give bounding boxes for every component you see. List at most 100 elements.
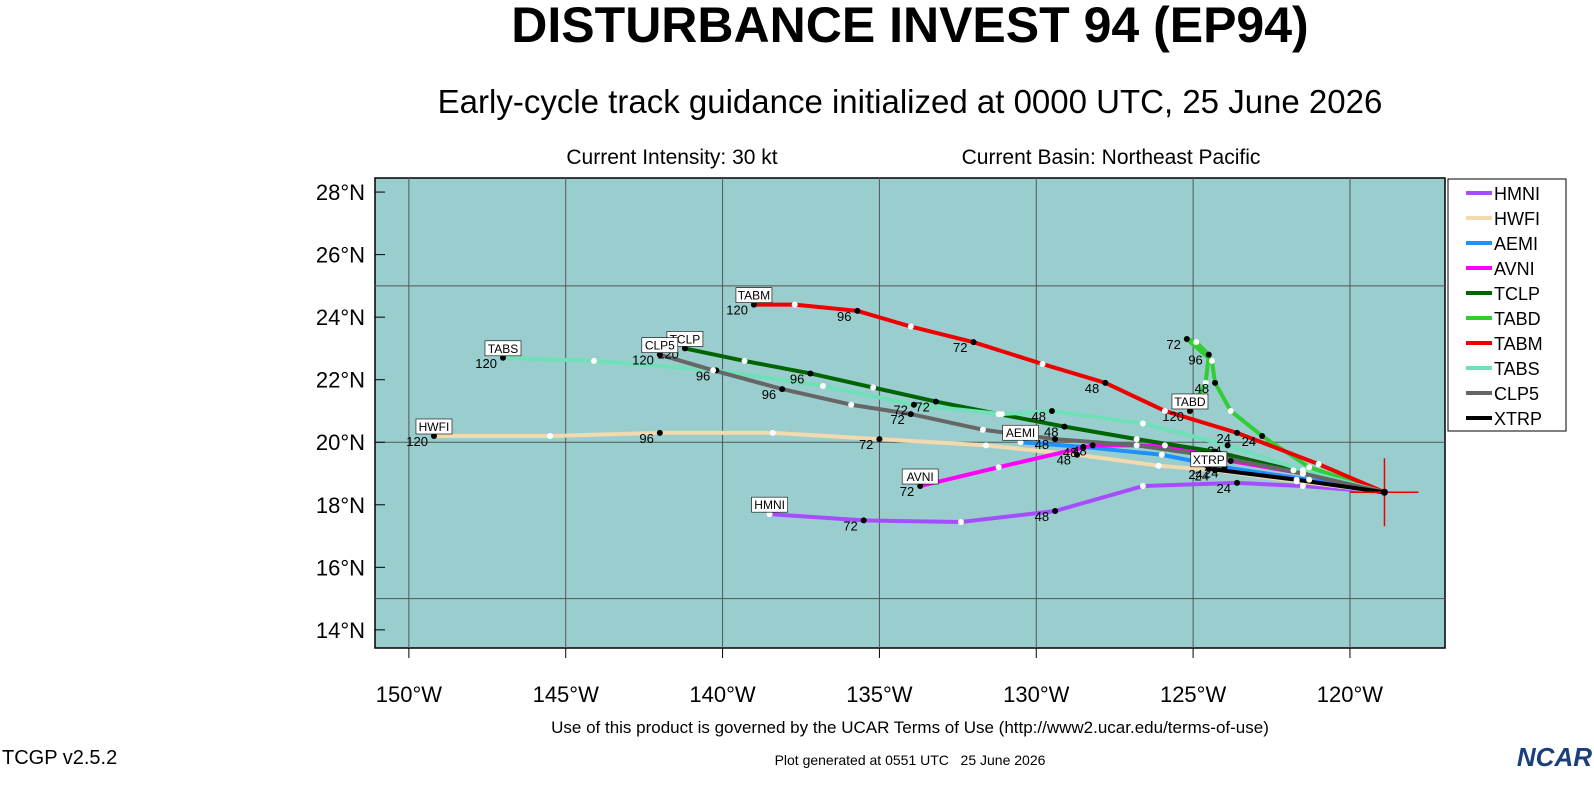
track-point (848, 401, 855, 408)
model-label-box (751, 496, 788, 513)
hour-label: 96 (837, 309, 851, 324)
track-point (1259, 432, 1266, 439)
chart-title: DISTURBANCE INVEST 94 (EP94) (511, 0, 1308, 53)
track-point (1186, 407, 1193, 414)
track-point (681, 345, 688, 352)
track-point (1074, 451, 1081, 458)
x-tick-label: 140°W (689, 682, 756, 707)
track-point (1227, 407, 1234, 414)
track-point (1052, 436, 1059, 443)
track-point (1212, 379, 1219, 386)
y-tick-label: 20°N (316, 430, 365, 455)
hour-label: 48 (1195, 381, 1209, 396)
track-point (499, 354, 506, 361)
track-point (1183, 336, 1190, 343)
track-point (1133, 442, 1140, 449)
track-point (590, 357, 597, 364)
track-point (1193, 339, 1200, 346)
model-label-box (641, 337, 679, 353)
hour-label: 24 (1188, 467, 1202, 482)
model-label: AEMI (1006, 426, 1035, 440)
track-point (1293, 476, 1300, 483)
hour-label: 72 (859, 437, 873, 452)
track-point (854, 307, 861, 314)
model-label-box (735, 287, 773, 303)
hour-label: 48 (1085, 381, 1099, 396)
y-tick-label: 14°N (316, 618, 365, 643)
track-point (807, 370, 814, 377)
track-point (1139, 483, 1146, 490)
hour-label: 120 (1162, 409, 1184, 424)
track-point (741, 357, 748, 364)
info-basin: Current Basin: Northeast Pacific (962, 146, 1261, 169)
legend-label: TABS (1494, 359, 1540, 379)
track-point (656, 351, 663, 358)
y-tick-label: 24°N (316, 305, 365, 330)
hour-label: 96 (790, 371, 804, 386)
track-point (1161, 407, 1168, 414)
track-point (870, 384, 877, 391)
hour-label: 48 (1035, 437, 1049, 452)
hour-label: 24 (1217, 481, 1231, 496)
track-point (656, 429, 663, 436)
track-point (779, 386, 786, 393)
model-label-box (1190, 451, 1228, 468)
hour-label: 120 (406, 434, 428, 449)
track-point (876, 436, 883, 443)
track-point (1158, 451, 1165, 458)
hour-label: 72 (1166, 337, 1180, 352)
track-point (1205, 351, 1212, 358)
legend-label: TABD (1494, 309, 1541, 329)
track-point (791, 301, 798, 308)
legend-label: AVNI (1494, 259, 1535, 279)
model-label-box (901, 468, 939, 485)
legend-label: AEMI (1494, 234, 1538, 254)
track-point (907, 323, 914, 330)
track-point (1039, 361, 1046, 368)
track-point (860, 517, 867, 524)
chart-subtitle: Early-cycle track guidance initialized a… (438, 83, 1383, 120)
hour-label: 24 (1217, 431, 1231, 446)
track-point (769, 429, 776, 436)
track-point (1102, 379, 1109, 386)
legend-label: HWFI (1494, 209, 1540, 229)
track-point (1202, 379, 1209, 386)
track-point (1234, 429, 1241, 436)
track-point (430, 432, 437, 439)
model-label: TABM (738, 289, 770, 303)
version: TCGP v2.5.2 (2, 747, 117, 769)
track-point (979, 426, 986, 433)
initial-point (1380, 488, 1388, 496)
hour-label: 72 (843, 518, 857, 533)
hour-label: 96 (1188, 353, 1202, 368)
track-point (970, 339, 977, 346)
track-point (957, 518, 964, 525)
legend-label: CLP5 (1494, 384, 1539, 404)
model-label: CLP5 (645, 339, 675, 353)
model-label-box (415, 418, 453, 435)
track-point (1234, 479, 1241, 486)
legend (1447, 178, 1567, 432)
track-point (932, 398, 939, 405)
hour-label: 48 (1072, 443, 1086, 458)
y-tick-label: 28°N (316, 180, 365, 205)
hour-label: 96 (696, 368, 710, 383)
track-point (1212, 467, 1219, 474)
track-point (1208, 357, 1215, 364)
legend-label: TCLP (1494, 284, 1540, 304)
track-point (1161, 442, 1168, 449)
track-point (1299, 483, 1306, 490)
y-tick-label: 18°N (316, 493, 365, 518)
y-tick-label: 22°N (316, 368, 365, 393)
track-point (1080, 443, 1087, 450)
hour-label: 48 (1057, 453, 1071, 468)
x-tick-label: 150°W (376, 682, 443, 707)
track-point (1155, 462, 1162, 469)
track-point (910, 401, 917, 408)
track-point (998, 411, 1005, 418)
legend-label: TABM (1494, 334, 1543, 354)
track-point (1052, 508, 1059, 515)
track-point (1017, 439, 1024, 446)
model-label: TABS (488, 342, 518, 356)
logo: NCAR (1517, 742, 1592, 772)
